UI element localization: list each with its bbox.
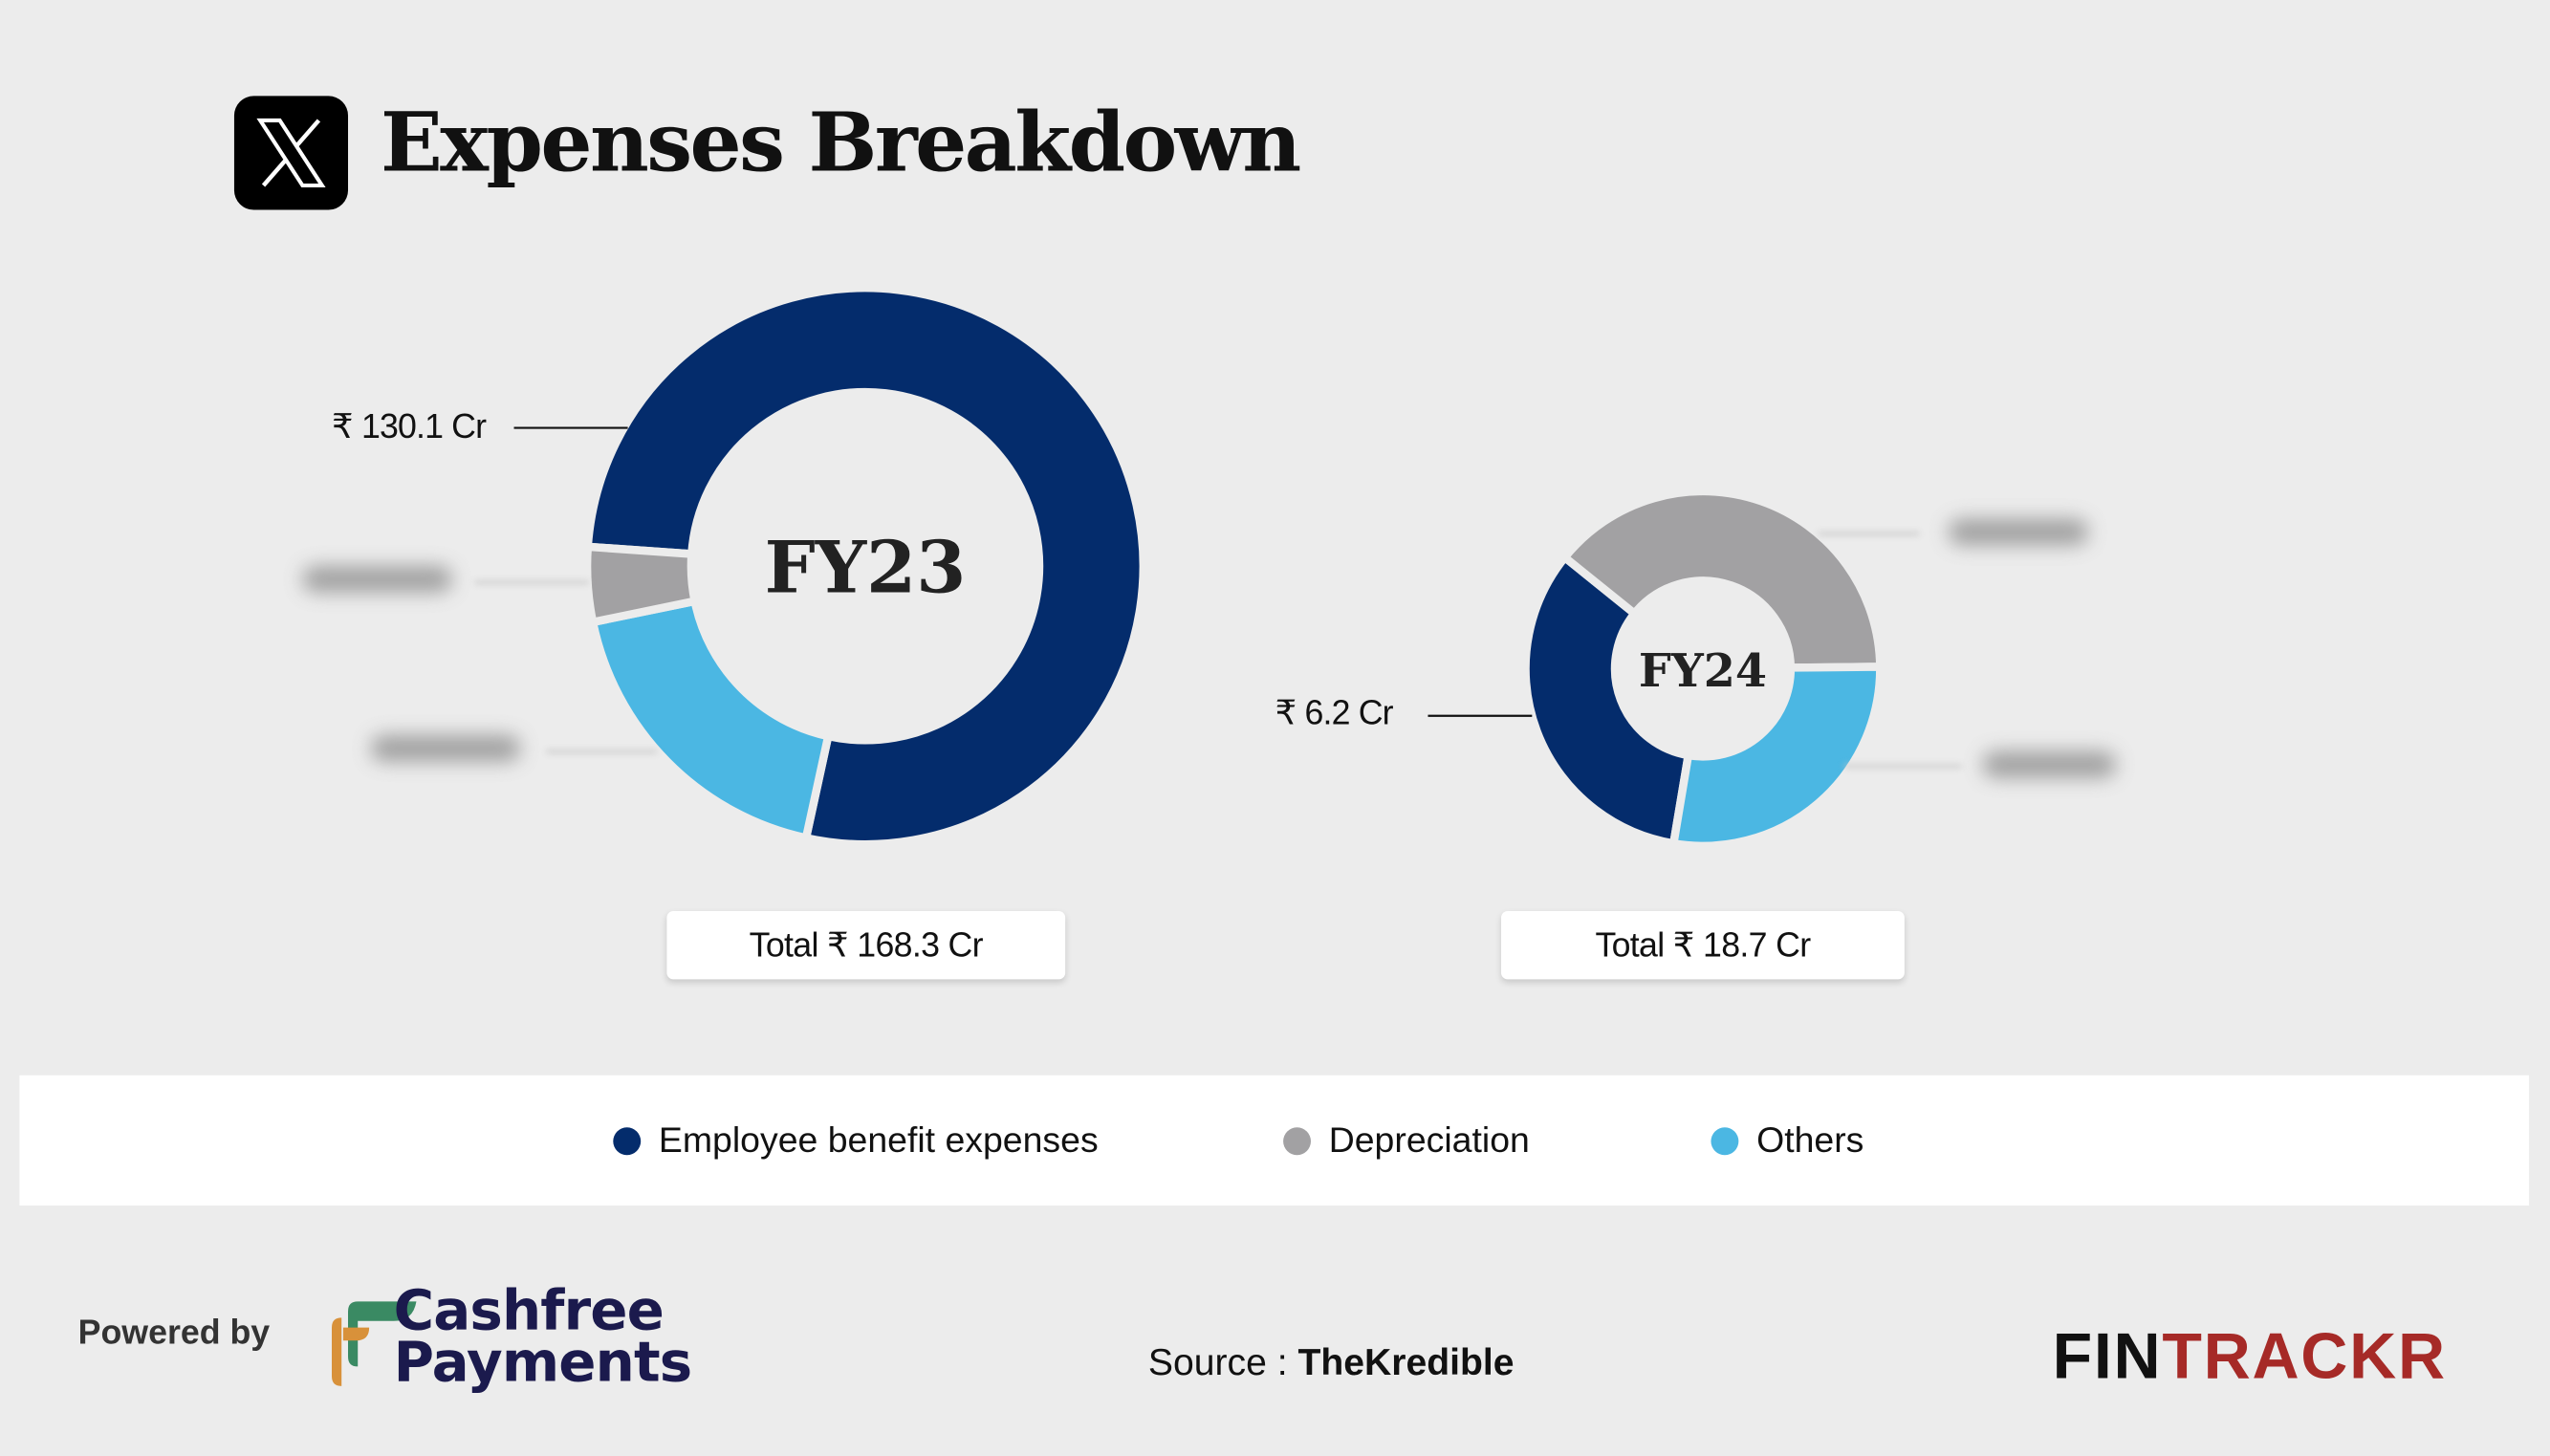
value-label-fy23-employee: ₹ 130.1 Cr xyxy=(332,408,487,446)
center-label-fy24: FY24 xyxy=(1639,644,1767,698)
donut-slice-fy24-depreciation xyxy=(1558,487,1885,672)
blurred-leader-fy24-depreciation xyxy=(1818,532,1920,535)
total-badge-fy24: Total ₹ 18.7 Cr xyxy=(1501,910,1905,980)
blurred-leader-fy23-depreciation xyxy=(474,580,589,584)
blurred-leader-fy23-others xyxy=(546,750,658,753)
legend-label: Others xyxy=(1756,1119,1864,1161)
source-prefix: Source : xyxy=(1147,1340,1298,1383)
source-credit: Source : TheKredible xyxy=(1148,1340,1515,1384)
source-name: TheKredible xyxy=(1297,1340,1515,1383)
cashfree-logo: Cashfree Payments xyxy=(322,1284,696,1399)
legend-item-depreciation: Depreciation xyxy=(1283,1119,1530,1162)
donut-slice-fy23-others xyxy=(587,596,834,843)
blurred-label-fy23-depreciation xyxy=(302,566,452,593)
donut-slice-fy24-others xyxy=(1668,663,1885,851)
legend-label: Employee benefit expenses xyxy=(658,1119,1099,1161)
center-label-fy23: FY23 xyxy=(765,525,967,609)
legend-dot-depreciation xyxy=(1283,1126,1312,1155)
blurred-label-fy23-others xyxy=(370,735,521,762)
legend-dot-employee xyxy=(613,1126,642,1155)
donut-slice-fy24-employee xyxy=(1521,552,1693,849)
cashfree-mark-icon xyxy=(332,1301,417,1386)
legend-label: Depreciation xyxy=(1328,1119,1530,1161)
cashfree-subname: Payments xyxy=(393,1330,693,1397)
x-logo-icon xyxy=(233,96,349,210)
blurred-label-fy24-others xyxy=(1982,751,2117,778)
brand-part1: FIN xyxy=(2052,1320,2163,1393)
page-title: Expenses Breakdown xyxy=(381,94,1301,191)
donut-slice-fy23-employee xyxy=(583,283,1148,849)
legend-item-employee: Employee benefit expenses xyxy=(613,1119,1099,1162)
legend-item-others: Others xyxy=(1711,1119,1863,1162)
blurred-leader-fy24-others xyxy=(1843,764,1962,769)
donut-slice-fy23-depreciation xyxy=(582,542,700,627)
legend-dot-others xyxy=(1711,1126,1739,1155)
donut-fy23 xyxy=(582,283,1148,849)
brand-part2: TRACKR xyxy=(2162,1320,2447,1393)
powered-by-label: Powered by xyxy=(77,1314,271,1353)
legend: Employee benefit expenses Depreciation O… xyxy=(19,1075,2530,1206)
cashfree-name: Cashfree xyxy=(393,1278,665,1344)
donut-fy24 xyxy=(1521,487,1885,851)
value-label-fy24-employee: ₹ 6.2 Cr xyxy=(1275,694,1394,732)
total-badge-fy23: Total ₹ 168.3 Cr xyxy=(666,910,1066,980)
blurred-label-fy24-depreciation xyxy=(1948,518,2089,546)
fintrackr-logo: FINTRACKR xyxy=(2053,1321,2447,1395)
